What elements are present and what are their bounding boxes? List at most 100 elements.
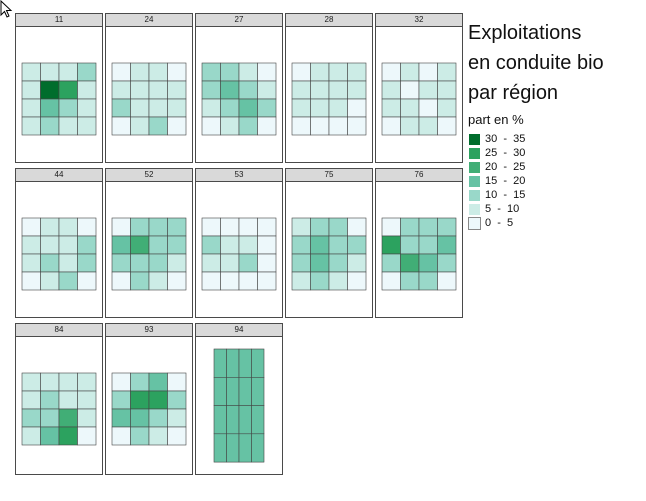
region-map [291, 217, 367, 291]
region-panel-93: 93 [105, 323, 193, 475]
department-shape [111, 390, 131, 410]
department-shape [77, 372, 97, 392]
department-shape [58, 98, 78, 118]
department-shape [201, 217, 221, 237]
department-shape [58, 408, 78, 428]
department-shape [238, 433, 252, 463]
department-shape [111, 253, 131, 273]
region-map [381, 217, 457, 291]
department-shape [167, 408, 187, 428]
department-shape [213, 405, 227, 435]
department-shape [21, 372, 41, 392]
department-shape [111, 372, 131, 392]
department-shape [21, 217, 41, 237]
department-shape [328, 271, 348, 291]
region-map [291, 62, 367, 136]
region-panel-11: 11 [15, 13, 103, 163]
department-shape [418, 116, 438, 136]
department-shape [213, 376, 227, 406]
department-shape [381, 62, 401, 82]
department-shape [130, 235, 150, 255]
panel-label: 94 [196, 324, 282, 337]
map-title-line-1: Exploitations [468, 22, 582, 44]
department-shape [310, 235, 330, 255]
department-shape [291, 253, 311, 273]
department-shape [251, 433, 265, 463]
department-shape [77, 62, 97, 82]
department-shape [40, 62, 60, 82]
department-shape [130, 390, 150, 410]
department-shape [226, 348, 240, 378]
department-shape [437, 116, 457, 136]
department-shape [40, 390, 60, 410]
department-shape [111, 217, 131, 237]
department-shape [58, 116, 78, 136]
legend-swatch [468, 132, 481, 146]
department-shape [291, 116, 311, 136]
legend-label: 15 - 20 [485, 175, 526, 187]
region-map [213, 348, 265, 463]
department-shape [291, 62, 311, 82]
department-shape [77, 426, 97, 446]
department-shape [418, 235, 438, 255]
legend-item: 0 - 5 [468, 216, 525, 230]
department-shape [58, 390, 78, 410]
department-shape [130, 80, 150, 100]
department-shape [40, 271, 60, 291]
department-shape [257, 62, 277, 82]
department-shape [291, 271, 311, 291]
department-shape [148, 80, 168, 100]
department-shape [310, 217, 330, 237]
department-shape [111, 80, 131, 100]
department-shape [40, 253, 60, 273]
legend-swatch [468, 174, 481, 188]
department-shape [328, 62, 348, 82]
department-shape [310, 253, 330, 273]
region-panel-76: 76 [375, 168, 463, 318]
department-shape [347, 62, 367, 82]
department-shape [328, 80, 348, 100]
department-shape [238, 253, 258, 273]
department-shape [251, 376, 265, 406]
department-shape [220, 116, 240, 136]
department-shape [77, 408, 97, 428]
department-shape [77, 271, 97, 291]
region-map [111, 372, 187, 446]
department-shape [130, 253, 150, 273]
legend-swatch [468, 202, 481, 216]
department-shape [213, 348, 227, 378]
department-shape [21, 62, 41, 82]
panel-label: 75 [286, 169, 372, 182]
department-shape [40, 80, 60, 100]
department-shape [238, 376, 252, 406]
department-shape [226, 405, 240, 435]
department-shape [381, 235, 401, 255]
department-shape [238, 80, 258, 100]
department-shape [238, 405, 252, 435]
panel-label: 11 [16, 14, 102, 27]
department-shape [220, 217, 240, 237]
panel-label: 28 [286, 14, 372, 27]
department-shape [167, 390, 187, 410]
department-shape [257, 271, 277, 291]
legend-item: 30 - 35 [468, 132, 525, 146]
department-shape [201, 62, 221, 82]
department-shape [220, 98, 240, 118]
department-shape [130, 217, 150, 237]
department-shape [40, 116, 60, 136]
legend-item: 10 - 15 [468, 188, 525, 202]
region-panel-75: 75 [285, 168, 373, 318]
panel-label: 76 [376, 169, 462, 182]
map-title-line-2: en conduite bio [468, 52, 604, 74]
department-shape [130, 408, 150, 428]
department-shape [58, 62, 78, 82]
department-shape [201, 80, 221, 100]
legend-label: 0 - 5 [485, 217, 514, 229]
department-shape [111, 235, 131, 255]
department-shape [220, 80, 240, 100]
department-shape [77, 98, 97, 118]
region-map [111, 62, 187, 136]
department-shape [167, 253, 187, 273]
region-panel-94: 94 [195, 323, 283, 475]
department-shape [291, 98, 311, 118]
